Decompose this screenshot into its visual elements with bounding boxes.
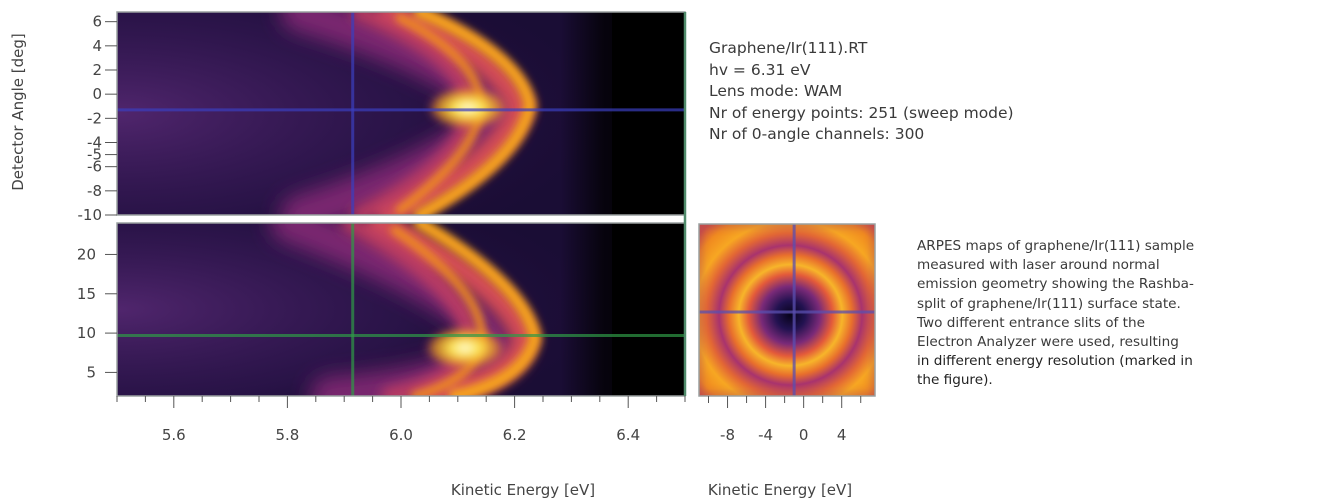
- info-photon-energy: hv = 6.31 eV: [709, 60, 811, 79]
- x-tick-label: -4: [758, 426, 773, 444]
- y-tick-label: -8: [87, 182, 102, 200]
- y-tick-label: -5: [87, 146, 102, 164]
- bottom-arpes-map: [117, 223, 685, 396]
- info-lens-mode: Lens mode: WAM: [709, 82, 843, 100]
- info-energy-points: Nr of energy points: 251 (sweep mode): [709, 103, 1014, 122]
- y-tick-label: 2: [92, 61, 102, 79]
- caption-line: in different energy resolution (marked i…: [917, 353, 1193, 370]
- caption-line: the figure).: [917, 372, 993, 389]
- y-tick-label: -10: [78, 206, 103, 224]
- y-tick-label: 4: [92, 37, 102, 55]
- x-tick-label: 6.2: [503, 426, 527, 444]
- info-angle-channels: Nr of 0-angle channels: 300: [709, 125, 925, 143]
- measurement-info: Graphene/Ir(111).RT hv = 6.31 eV Lens mo…: [709, 38, 1014, 146]
- x-tick-label: -8: [720, 426, 735, 444]
- figure-caption: ARPES maps of graphene/Ir(111) sample me…: [917, 237, 1325, 391]
- x-tick-label: 5.8: [275, 426, 299, 444]
- y-tick-label: 20: [77, 245, 96, 263]
- x-axis-title-main: Kinetic Energy [eV]: [451, 481, 595, 499]
- x-axis-title-map: Kinetic Energy [eV]: [708, 481, 852, 499]
- info-sample: Graphene/Ir(111).RT: [709, 39, 868, 57]
- constant-energy-map: [699, 224, 875, 396]
- y-axis-title: Detector Angle [deg]: [9, 33, 27, 191]
- caption-line: Electron Analyzer were used, resulting: [917, 334, 1179, 351]
- caption-line: measured with laser around normal: [917, 257, 1160, 274]
- caption-line: emission geometry showing the Rashba-: [917, 276, 1194, 293]
- y-tick-label: -2: [87, 109, 102, 127]
- caption-line: ARPES maps of graphene/Ir(111) sample: [917, 238, 1195, 254]
- caption-line: split of graphene/Ir(111) surface state.: [917, 295, 1181, 312]
- top-arpes-map: [117, 12, 685, 215]
- panel-frame: [698, 223, 876, 397]
- x-tick-label: 6.4: [616, 426, 640, 444]
- y-tick-label: 6: [92, 13, 102, 31]
- y-tick-label: -6: [87, 158, 102, 176]
- x-tick-label: 0: [799, 426, 809, 444]
- y-tick-label: 0: [92, 85, 102, 103]
- y-tick-label: -4: [87, 134, 102, 152]
- x-tick-label: 5.6: [162, 426, 186, 444]
- caption-line: Two different entrance slits of the: [917, 314, 1145, 331]
- y-tick-label: 5: [86, 363, 96, 381]
- y-tick-label: 10: [77, 324, 96, 342]
- x-tick-label: 6.0: [389, 426, 413, 444]
- y-tick-label: 15: [77, 285, 96, 303]
- x-tick-label: 4: [837, 426, 847, 444]
